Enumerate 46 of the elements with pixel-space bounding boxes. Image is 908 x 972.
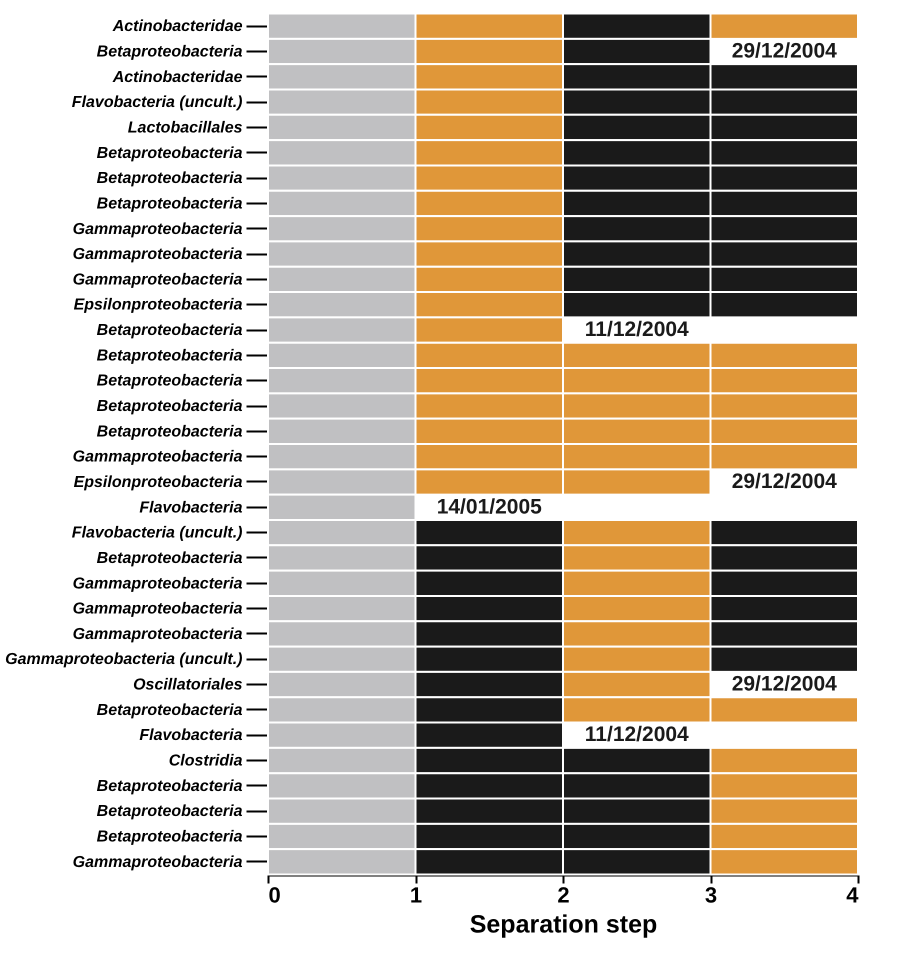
x-tick-label: 0 bbox=[268, 882, 281, 908]
y-tick-label: Gammaproteobacteria bbox=[72, 220, 243, 238]
y-tick-label: Betaproteobacteria bbox=[96, 803, 243, 820]
y-tick-label: Gammaproteobacteria bbox=[72, 600, 243, 618]
y-tick-label: Betaproteobacteria bbox=[96, 423, 243, 440]
y-tick-label: Actinobacteridae bbox=[112, 18, 243, 36]
y-tick-label: Actinobacteridae bbox=[112, 68, 243, 86]
y-tick-label: Gammaproteobacteria bbox=[72, 575, 243, 592]
y-tick-label: Clostridia bbox=[168, 752, 243, 770]
x-tick-label: 2 bbox=[557, 882, 570, 908]
x-axis-title: Separation step bbox=[470, 910, 658, 938]
y-tick-label: Betaproteobacteria bbox=[96, 347, 243, 364]
y-tick-label: Lactobacillales bbox=[128, 119, 243, 136]
y-tick-label: Flavobacteria bbox=[139, 499, 243, 516]
y-tick-label: Betaproteobacteria bbox=[96, 702, 243, 719]
y-tick-label: Gammaproteobacteria (uncult.) bbox=[5, 651, 242, 668]
annotation: 29/12/2004 bbox=[732, 39, 838, 62]
y-tick-label: Epsilonproteobacteria bbox=[74, 474, 243, 491]
y-tick-label: Gammaproteobacteria bbox=[72, 448, 243, 466]
annotation: 11/12/2004 bbox=[584, 723, 690, 746]
y-tick-label: Betaproteobacteria bbox=[96, 170, 243, 188]
y-tick-label: Gammaproteobacteria bbox=[72, 271, 243, 288]
y-tick-label: Epsilonproteobacteria bbox=[74, 296, 243, 314]
y-tick-label: Gammaproteobacteria bbox=[72, 626, 243, 643]
annotation: 11/12/2004 bbox=[584, 318, 690, 342]
y-tick-label: Betaproteobacteria bbox=[96, 322, 243, 340]
annotation: 29/12/2004 bbox=[732, 470, 838, 493]
y-tick-label: Betaproteobacteria bbox=[96, 195, 243, 212]
y-tick-label: Betaproteobacteria bbox=[96, 828, 243, 846]
y-tick-label: Betaproteobacteria bbox=[96, 43, 243, 60]
y-tick-label: Flavobacteria bbox=[139, 727, 243, 744]
y-tick-label: Betaproteobacteria bbox=[96, 144, 243, 162]
y-tick-label: Oscillatoriales bbox=[133, 676, 243, 694]
y-tick-label: Betaproteobacteria bbox=[96, 550, 243, 567]
y-tick-label: Flavobacteria (uncult.) bbox=[72, 524, 242, 542]
x-tick-label: 4 bbox=[846, 882, 860, 908]
x-tick-label: 1 bbox=[410, 882, 422, 908]
y-tick-label: Betaproteobacteria bbox=[96, 398, 243, 416]
x-tick-label: 3 bbox=[704, 882, 718, 908]
y-tick-label: Betaproteobacteria bbox=[96, 372, 243, 390]
annotation: 29/12/2004 bbox=[732, 672, 838, 696]
annotation: 14/01/2005 bbox=[436, 495, 542, 518]
y-tick-label: Flavobacteria (uncult.) bbox=[72, 94, 242, 112]
y-tick-label: Gammaproteobacteria bbox=[72, 246, 243, 264]
y-tick-label: Gammaproteobacteria bbox=[72, 854, 243, 871]
y-tick-label: Betaproteobacteria bbox=[96, 778, 243, 795]
